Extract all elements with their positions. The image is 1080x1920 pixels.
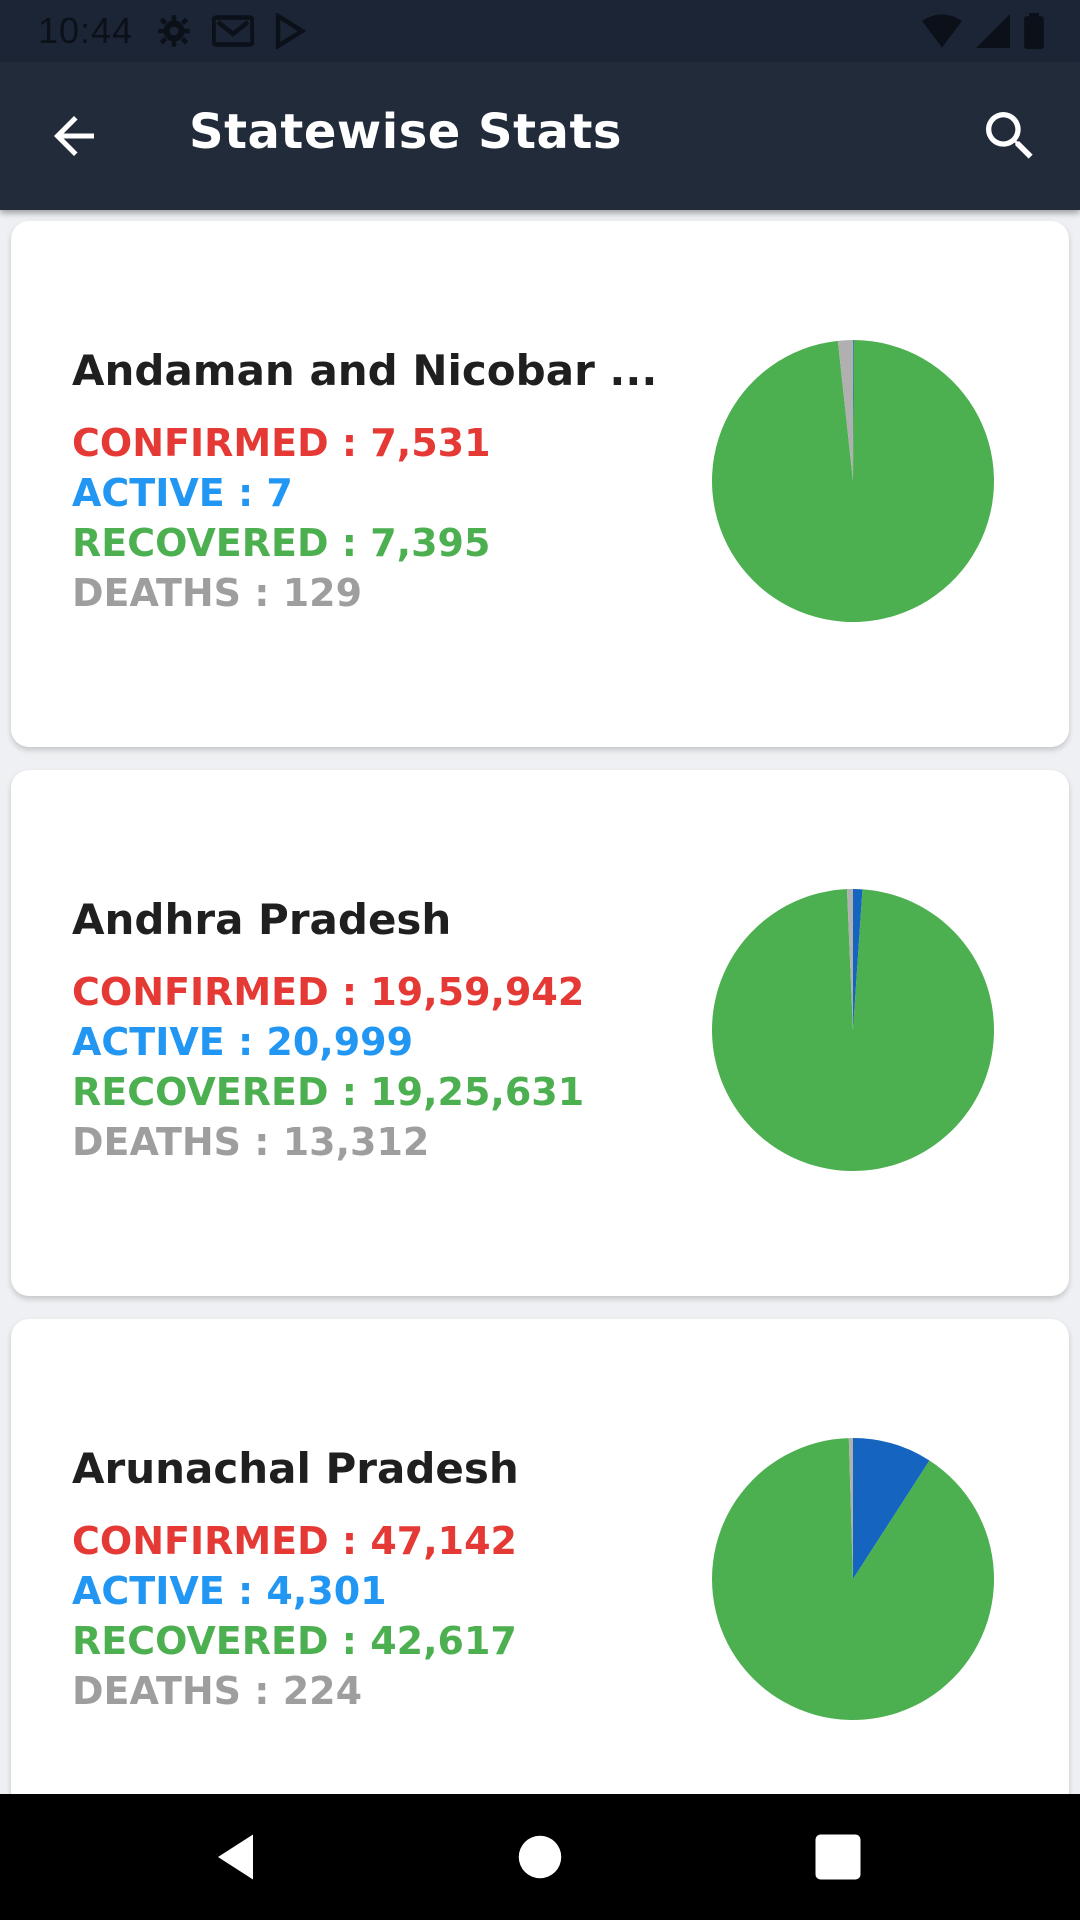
confirmed-label: CONFIRMED : [72, 421, 371, 465]
confirmed-value: 47,142 [370, 1519, 517, 1563]
state-name: Andaman and Nicobar ... [72, 346, 658, 395]
active-label: ACTIVE : [72, 1569, 267, 1613]
state-name: Andhra Pradesh [72, 895, 452, 944]
deaths-label: DEATHS : [72, 1669, 283, 1713]
active-stat: ACTIVE : 20,999 [72, 1020, 413, 1064]
pie-chart [712, 1438, 994, 1720]
arrow-back-icon[interactable] [44, 106, 104, 166]
recovered-value: 42,617 [370, 1619, 517, 1663]
status-bar: 10:44 [0, 0, 1080, 62]
recovered-stat: RECOVERED : 42,617 [72, 1619, 517, 1663]
deaths-label: DEATHS : [72, 571, 283, 615]
active-label: ACTIVE : [72, 471, 267, 515]
confirmed-stat: CONFIRMED : 47,142 [72, 1519, 517, 1563]
recovered-stat: RECOVERED : 7,395 [72, 521, 490, 565]
nav-recents-icon[interactable] [808, 1827, 868, 1887]
recovered-stat: RECOVERED : 19,25,631 [72, 1070, 584, 1114]
active-value: 20,999 [266, 1020, 414, 1064]
pie-slice-deaths [846, 889, 853, 1030]
deaths-stat: DEATHS : 13,312 [72, 1120, 429, 1164]
pie-slice-active [853, 889, 863, 1030]
wifi-icon [922, 14, 962, 48]
pie-slice-recovered [712, 340, 994, 622]
confirmed-stat: CONFIRMED : 19,59,942 [72, 970, 584, 1014]
recovered-label: RECOVERED : [72, 1619, 371, 1663]
active-stat: ACTIVE : 4,301 [72, 1569, 387, 1613]
confirmed-label: CONFIRMED : [72, 1519, 371, 1563]
pie-chart [712, 889, 994, 1171]
nav-bar [0, 1794, 1080, 1920]
play-store-icon [275, 13, 306, 49]
state-card[interactable]: Andaman and Nicobar ... CONFIRMED : 7,53… [11, 221, 1069, 747]
state-card[interactable]: Andhra Pradesh CONFIRMED : 19,59,942 ACT… [11, 770, 1069, 1296]
state-card[interactable]: Arunachal Pradesh CONFIRMED : 47,142 ACT… [11, 1319, 1069, 1794]
pie-chart [712, 340, 994, 622]
status-icons-right [922, 12, 1044, 50]
active-stat: ACTIVE : 7 [72, 471, 293, 515]
deaths-value: 224 [282, 1669, 363, 1713]
pie-slice-recovered [712, 889, 994, 1171]
pie-slice-deaths [848, 1438, 853, 1579]
deaths-value: 129 [282, 571, 363, 615]
recovered-value: 7,395 [370, 521, 491, 565]
gmail-icon [212, 15, 254, 47]
active-value: 4,301 [266, 1569, 387, 1613]
status-time: 10:44 [38, 10, 134, 51]
search-icon[interactable] [978, 104, 1042, 168]
page-title: Statewise Stats [189, 104, 622, 160]
recovered-value: 19,25,631 [370, 1070, 585, 1114]
settings-icon [158, 15, 190, 47]
battery-icon [1024, 13, 1044, 49]
app-bar: Statewise Stats [0, 62, 1080, 210]
nav-back-icon[interactable] [208, 1827, 268, 1887]
confirmed-value: 19,59,942 [370, 970, 585, 1014]
state-name: Arunachal Pradesh [72, 1444, 519, 1493]
signal-icon [976, 14, 1010, 48]
active-label: ACTIVE : [72, 1020, 267, 1064]
pie-slice-deaths [837, 340, 853, 481]
deaths-stat: DEATHS : 224 [72, 1669, 362, 1713]
confirmed-value: 7,531 [370, 421, 491, 465]
pie-slice-recovered [712, 1438, 994, 1720]
recovered-label: RECOVERED : [72, 521, 371, 565]
deaths-stat: DEATHS : 129 [72, 571, 362, 615]
recovered-label: RECOVERED : [72, 1070, 371, 1114]
deaths-value: 13,312 [282, 1120, 430, 1164]
nav-home-icon[interactable] [510, 1827, 570, 1887]
confirmed-label: CONFIRMED : [72, 970, 371, 1014]
confirmed-stat: CONFIRMED : 7,531 [72, 421, 491, 465]
active-value: 7 [266, 471, 293, 515]
pie-slice-active [853, 340, 854, 481]
state-list: Andaman and Nicobar ... CONFIRMED : 7,53… [0, 210, 1080, 1794]
status-icons-left [156, 12, 306, 50]
deaths-label: DEATHS : [72, 1120, 283, 1164]
pie-slice-active [853, 1438, 930, 1579]
